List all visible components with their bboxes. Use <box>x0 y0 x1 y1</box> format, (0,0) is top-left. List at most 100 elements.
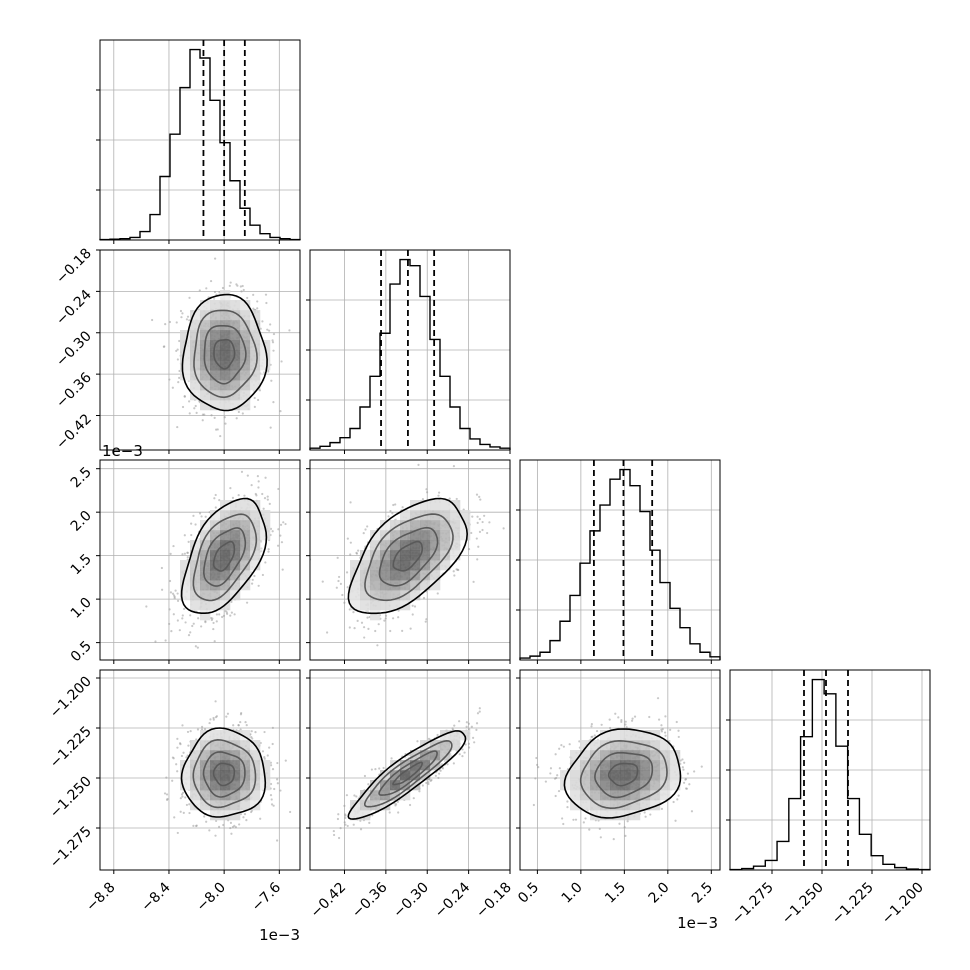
density-cell <box>180 560 191 571</box>
histogram-panel-3 <box>726 669 931 871</box>
sample-point <box>214 257 217 260</box>
sample-point <box>279 789 282 792</box>
sample-point <box>344 813 347 816</box>
sample-point <box>269 794 273 797</box>
sample-point <box>208 721 211 725</box>
sample-point <box>250 810 253 814</box>
sample-point <box>486 531 489 535</box>
sample-point <box>455 568 458 571</box>
scatter-panel-2-0 <box>99 459 301 661</box>
density-cell <box>200 590 211 601</box>
contour-line <box>347 497 469 615</box>
density-cell <box>210 540 221 551</box>
sample-point <box>470 725 473 728</box>
sample-point <box>458 753 461 756</box>
sample-point <box>267 550 270 553</box>
density-cell <box>250 360 261 371</box>
sample-point <box>145 605 148 608</box>
density-cell <box>440 520 451 531</box>
density-cell <box>370 540 381 551</box>
sample-point <box>225 611 228 614</box>
sample-point <box>189 631 192 634</box>
density-cell <box>200 800 211 811</box>
density-cell <box>400 570 411 581</box>
sample-point <box>176 619 179 622</box>
density-cell <box>370 580 381 591</box>
sample-point <box>215 819 218 823</box>
sample-point <box>261 573 264 577</box>
histogram-step-0 <box>99 48 301 241</box>
sample-point <box>186 556 189 559</box>
sample-point <box>230 611 233 614</box>
sample-point <box>478 530 482 534</box>
sample-point <box>337 579 340 583</box>
sample-point <box>188 319 191 322</box>
sample-point <box>180 316 183 319</box>
density-cell <box>400 540 411 551</box>
sample-point <box>270 379 273 382</box>
sample-point <box>175 763 178 766</box>
sample-point <box>367 627 370 630</box>
density-cell <box>240 520 251 531</box>
sample-point <box>181 312 184 315</box>
sample-point <box>243 494 246 497</box>
density-cell <box>350 580 361 591</box>
sample-point <box>483 514 486 517</box>
sample-point <box>198 512 202 515</box>
sample-point <box>436 733 439 737</box>
sample-point <box>200 515 203 518</box>
sample-point <box>205 287 208 290</box>
density-cell <box>190 570 201 581</box>
density-cell <box>400 510 411 521</box>
sample-point <box>436 592 439 595</box>
density-cell <box>360 570 371 581</box>
sample-point <box>389 509 392 513</box>
sample-point <box>178 742 182 745</box>
density-cell <box>250 760 261 771</box>
density-cell <box>180 360 191 371</box>
density-cell <box>420 740 431 751</box>
sample-point <box>183 394 186 398</box>
density-cell <box>410 510 421 521</box>
density-cell <box>200 400 211 411</box>
density-cell <box>350 590 361 601</box>
sample-point <box>453 724 456 727</box>
sample-point <box>388 811 391 814</box>
sample-point <box>198 289 201 292</box>
density-cell <box>370 570 381 581</box>
panel-frame <box>519 459 721 661</box>
density-cell <box>240 560 251 571</box>
sample-point <box>184 796 187 799</box>
sample-point <box>177 380 180 384</box>
sample-point <box>229 281 232 284</box>
sample-point <box>168 378 171 381</box>
sample-point <box>451 727 454 730</box>
sample-point <box>345 794 349 797</box>
sample-point <box>475 722 479 725</box>
sample-point <box>253 396 256 400</box>
density-cell <box>240 390 251 401</box>
density-cell <box>200 550 211 561</box>
sample-point <box>228 284 231 287</box>
sample-point <box>214 506 217 509</box>
density-cell <box>210 600 221 611</box>
density-cell <box>370 790 381 801</box>
density-cell <box>390 790 401 801</box>
density-cell <box>360 600 371 611</box>
sample-point <box>188 296 191 299</box>
sample-point <box>364 528 367 531</box>
density-cell <box>360 560 371 571</box>
density-cell <box>230 520 241 531</box>
density-cell <box>260 360 271 371</box>
density-cell <box>240 530 251 541</box>
density-cell <box>250 560 261 571</box>
density-cell <box>240 550 251 561</box>
density-cell <box>410 590 421 601</box>
sample-point <box>236 284 239 287</box>
density-cell <box>230 580 241 591</box>
sample-point <box>223 416 226 419</box>
sample-point <box>187 744 190 747</box>
sample-point <box>176 358 179 361</box>
sample-point <box>235 417 238 420</box>
sample-point <box>222 823 225 827</box>
